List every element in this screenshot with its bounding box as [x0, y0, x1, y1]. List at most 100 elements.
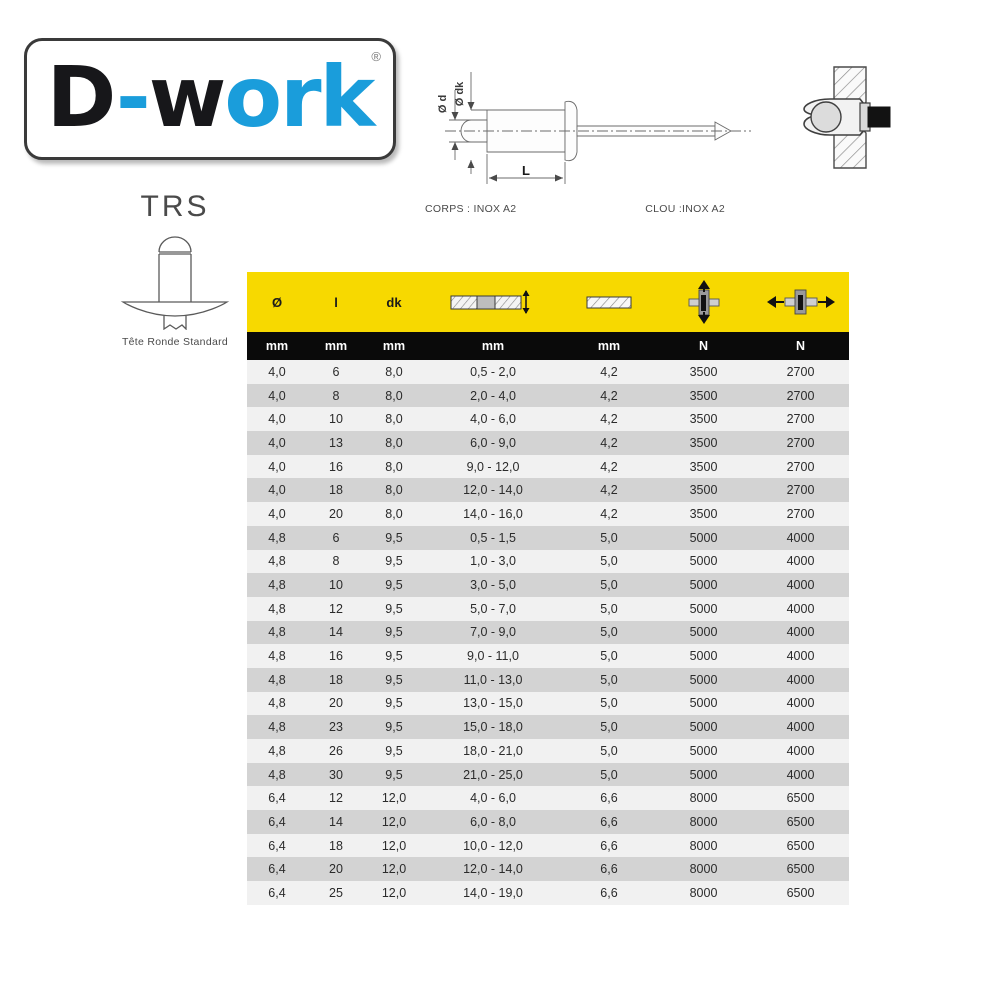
cell-grip-range: 2,0 - 4,0	[423, 383, 563, 408]
cell-length: 14	[307, 810, 365, 834]
cell-diameter: 4,0	[247, 502, 307, 526]
dimension-label-l: L	[522, 163, 530, 178]
shear-strength-icon	[752, 272, 849, 332]
cell-diameter: 4,8	[247, 620, 307, 645]
cell-shear-strength: 6500	[752, 810, 849, 834]
mandrel-material-caption: CLOU :INOX A2	[645, 203, 725, 215]
registered-trademark-icon: ®	[371, 49, 381, 64]
cell-hole-diameter: 4,2	[563, 431, 655, 455]
cell-tensile-strength: 3500	[655, 383, 752, 408]
cell-hole-diameter: 5,0	[563, 644, 655, 668]
cell-diameter: 4,8	[247, 691, 307, 716]
cell-tensile-strength: 5000	[655, 644, 752, 668]
cell-tensile-strength: 3500	[655, 431, 752, 455]
cell-diameter: 4,0	[247, 478, 307, 503]
cell-head-diameter: 8,0	[365, 478, 423, 503]
body-material-caption: CORPS : INOX A2	[425, 203, 517, 215]
cell-shear-strength: 2700	[752, 383, 849, 408]
cell-hole-diameter: 6,6	[563, 786, 655, 811]
cell-tensile-strength: 8000	[655, 857, 752, 882]
cell-hole-diameter: 5,0	[563, 715, 655, 739]
cell-head-diameter: 8,0	[365, 502, 423, 526]
table-row: 4,0 18 8,0 12,0 - 14,0 4,2 3500 2700	[247, 478, 849, 503]
cell-length: 16	[307, 454, 365, 479]
cell-grip-range: 4,0 - 6,0	[423, 407, 563, 432]
cell-length: 16	[307, 644, 365, 668]
cell-diameter: 4,0	[247, 431, 307, 455]
cell-head-diameter: 9,5	[365, 620, 423, 645]
cell-tensile-strength: 5000	[655, 715, 752, 739]
table-row: 4,8 10 9,5 3,0 - 5,0 5,0 5000 4000	[247, 573, 849, 597]
cell-grip-range: 11,0 - 13,0	[423, 667, 563, 692]
table-row: 4,0 10 8,0 4,0 - 6,0 4,2 3500 2700	[247, 407, 849, 432]
cell-grip-range: 3,0 - 5,0	[423, 573, 563, 597]
cell-tensile-strength: 5000	[655, 691, 752, 716]
cell-grip-range: 21,0 - 25,0	[423, 762, 563, 787]
unit-hole-diameter: mm	[563, 332, 655, 360]
cell-shear-strength: 4000	[752, 739, 849, 763]
table-body: 4,0 6 8,0 0,5 - 2,0 4,2 3500 2700 4,0 8 8,0 2,0 - …	[247, 360, 849, 905]
table-row: 4,8 20 9,5 13,0 - 15,0 5,0 5000 4000	[247, 691, 849, 716]
cell-head-diameter: 8,0	[365, 407, 423, 432]
cell-tensile-strength: 8000	[655, 833, 752, 858]
cell-head-diameter: 8,0	[365, 383, 423, 408]
cell-grip-range: 6,0 - 8,0	[423, 810, 563, 834]
cell-head-diameter: 12,0	[365, 786, 423, 811]
cell-hole-diameter: 4,2	[563, 502, 655, 526]
cell-hole-diameter: 4,2	[563, 383, 655, 408]
cell-head-diameter: 8,0	[365, 431, 423, 455]
table-header-row-symbols: Ø l dk	[247, 272, 849, 332]
cell-tensile-strength: 3500	[655, 360, 752, 384]
cell-grip-range: 13,0 - 15,0	[423, 691, 563, 716]
cell-tensile-strength: 8000	[655, 810, 752, 834]
cell-tensile-strength: 5000	[655, 739, 752, 763]
unit-shear-strength: N	[752, 332, 849, 360]
cell-shear-strength: 6500	[752, 857, 849, 882]
unit-length: mm	[307, 332, 365, 360]
cell-length: 23	[307, 715, 365, 739]
table-row: 4,8 26 9,5 18,0 - 21,0 5,0 5000 4000	[247, 739, 849, 763]
column-header-head-diameter: dk	[365, 272, 423, 332]
cell-grip-range: 1,0 - 3,0	[423, 549, 563, 574]
head-type-caption: Tête Ronde Standard	[121, 336, 229, 348]
table-row: 4,8 6 9,5 0,5 - 1,5 5,0 5000 4000	[247, 525, 849, 550]
cell-length: 20	[307, 691, 365, 716]
cell-length: 8	[307, 383, 365, 408]
cell-length: 25	[307, 881, 365, 905]
cell-shear-strength: 4000	[752, 620, 849, 645]
set-rivet-section-illustration	[800, 55, 950, 180]
cell-length: 8	[307, 549, 365, 574]
column-header-length: l	[307, 272, 365, 332]
cell-grip-range: 6,0 - 9,0	[423, 431, 563, 455]
cell-length: 18	[307, 667, 365, 692]
cell-hole-diameter: 5,0	[563, 549, 655, 574]
cell-head-diameter: 9,5	[365, 573, 423, 597]
unit-head-diameter: mm	[365, 332, 423, 360]
cell-diameter: 4,0	[247, 383, 307, 408]
cell-tensile-strength: 5000	[655, 620, 752, 645]
round-head-rivet-icon	[60, 230, 290, 331]
cell-grip-range: 10,0 - 12,0	[423, 833, 563, 858]
cell-length: 18	[307, 833, 365, 858]
cell-head-diameter: 9,5	[365, 525, 423, 550]
cell-head-diameter: 12,0	[365, 857, 423, 882]
cell-tensile-strength: 5000	[655, 762, 752, 787]
cell-shear-strength: 4000	[752, 715, 849, 739]
cell-tensile-strength: 5000	[655, 667, 752, 692]
cell-head-diameter: 9,5	[365, 596, 423, 621]
cell-head-diameter: 9,5	[365, 739, 423, 763]
table-row: 6,4 14 12,0 6,0 - 8,0 6,6 8000 6500	[247, 810, 849, 834]
cell-tensile-strength: 5000	[655, 573, 752, 597]
cell-hole-diameter: 4,2	[563, 454, 655, 479]
cell-tensile-strength: 5000	[655, 525, 752, 550]
cell-length: 12	[307, 596, 365, 621]
cell-tensile-strength: 5000	[655, 549, 752, 574]
cell-hole-diameter: 6,6	[563, 833, 655, 858]
table-row: 4,8 18 9,5 11,0 - 13,0 5,0 5000 4000	[247, 667, 849, 692]
table-row: 6,4 20 12,0 12,0 - 14,0 6,6 8000 6500	[247, 857, 849, 882]
table-row: 6,4 25 12,0 14,0 - 19,0 6,6 8000 6500	[247, 881, 849, 905]
unit-tensile-strength: N	[655, 332, 752, 360]
cell-head-diameter: 9,5	[365, 691, 423, 716]
cell-tensile-strength: 8000	[655, 881, 752, 905]
cell-grip-range: 12,0 - 14,0	[423, 478, 563, 503]
